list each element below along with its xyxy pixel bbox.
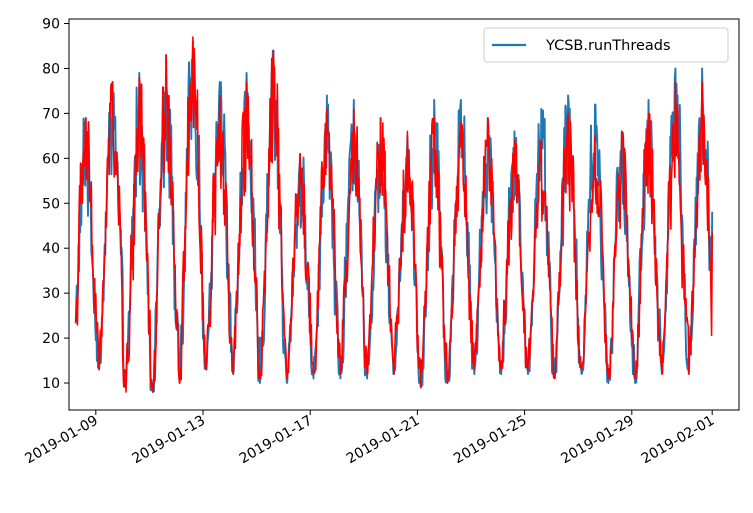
x-tick-label: 2019-01-17 [237, 413, 315, 468]
series-layer [74, 36, 714, 393]
legend: YCSB.runThreads [483, 27, 729, 63]
y-tick-label: 10 [42, 376, 60, 392]
y-tick-label: 30 [42, 286, 60, 302]
y-tick-label: 60 [42, 151, 60, 167]
x-tick-label: 2019-01-09 [22, 413, 100, 468]
y-tick-label: 70 [42, 106, 60, 122]
y-tick-label: 40 [42, 241, 60, 257]
legend-label: YCSB.runThreads [545, 38, 671, 54]
y-tick-label: 50 [42, 196, 60, 212]
y-tick-label: 90 [42, 16, 60, 32]
plot-frame [68, 18, 740, 411]
legend-box [483, 27, 729, 63]
y-tick-label: 20 [42, 331, 60, 347]
x-tick-label: 2019-02-01 [639, 413, 717, 468]
x-tick-label: 2019-01-13 [130, 413, 208, 468]
x-tick-label: 2019-01-25 [451, 413, 529, 468]
y-tick-label: 80 [42, 61, 60, 77]
series-line-red-overlay [74, 36, 713, 393]
x-tick-label: 2019-01-21 [344, 413, 422, 468]
x-tick-label: 2019-01-29 [558, 413, 636, 468]
